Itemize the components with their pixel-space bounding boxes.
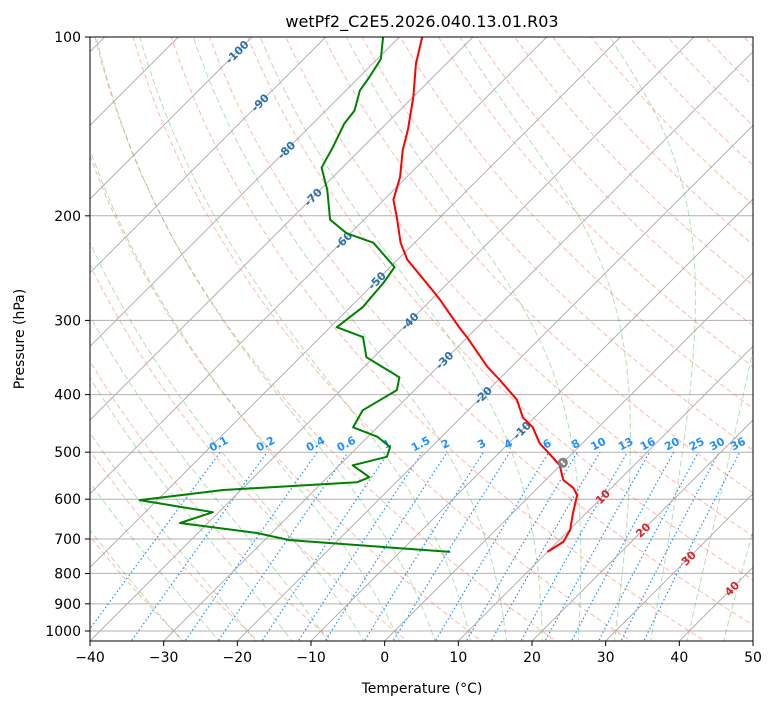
mixing-ratio-line [130,451,268,641]
dry-adiabats [90,37,753,641]
x-tick-label: −40 [75,650,105,666]
x-axis-label: Temperature (°C) [361,681,483,697]
isotherm-line [457,345,753,641]
dry-adiabat-line [94,37,557,641]
mixing-ratio-labels: 0.1 0.2 0.4 0.6 1 1.5 2 3 4 6 8 10 13 16 20 25 30 36 [207,434,748,455]
lcl-marker [557,457,568,468]
moist-adiabat-line [609,37,696,641]
isotherm-line [90,37,621,569]
dry-adiabat-line [399,37,753,409]
y-tick-label: 1000 [45,624,81,640]
isotherm-line [236,124,753,641]
mixing-ratio-label: 16 [638,435,658,454]
y-tick-label: 400 [54,388,81,404]
mixing-ratio-line [184,451,318,641]
chart-title: wetPf2_C2E5.2026.040.13.01.R03 [285,12,558,32]
dewpoint-line [138,37,451,553]
moist-adiabat-line [259,37,543,641]
moist-adiabat-line [95,37,436,641]
moist-adiabat-line [90,148,400,641]
moist-adiabat-line [345,37,582,641]
y-axis-label: Pressure (hPa) [12,289,28,389]
dry-adiabat-line [323,37,753,494]
dry-adiabat-line [247,37,753,581]
mixing-ratio-label: 36 [728,435,748,454]
moist-adiabat-line [90,529,184,641]
isotherm-line [90,37,400,348]
mixing-ratio-line [597,451,700,641]
mixing-ratio-line [434,451,550,641]
y-axis: 100 200 300 400 500 600 700 800 900 1000 [45,30,90,640]
isotherm-line [90,37,548,495]
isotherms [90,37,753,641]
dry-adiabat-line [90,154,483,641]
mixing-ratio-label: 20 [662,435,682,454]
dry-adiabat-line [514,37,753,286]
y-tick-label: 900 [54,597,81,613]
isotherm-line [90,37,474,421]
isotherm-line [90,37,695,641]
profiles [138,37,579,553]
mixing-ratio-lines [90,451,741,641]
moist-adiabat-line [90,481,220,641]
x-tick-label: 40 [670,650,688,666]
dry-adiabat-line [90,449,259,641]
dry-adiabat-line [209,37,753,626]
mixing-ratio-line [363,451,484,641]
moist-adiabat-line [139,37,472,641]
temperature-line [392,37,579,553]
x-tick-label: 30 [597,650,615,666]
x-tick-label: 20 [523,650,541,666]
moist-adiabat-line [90,431,257,641]
mixing-ratio-line [90,451,221,630]
mixing-ratio-label: 25 [687,435,707,454]
dry-adiabat-line [132,37,632,641]
isotherm-line [90,37,327,274]
y-tick-label: 100 [54,30,81,46]
y-tick-label: 500 [54,445,81,461]
moist-adiabat-line [90,376,293,641]
dry-adiabat-line [90,360,334,641]
x-tick-label: 0 [380,650,389,666]
x-tick-label: −20 [223,650,253,666]
isotherm-line [162,50,753,641]
mixing-ratio-label: 13 [616,435,636,454]
mixing-ratio-line [544,451,651,641]
x-tick-label: −30 [149,650,179,666]
x-tick-label: 10 [449,650,467,666]
dry-adiabat-line [437,37,753,368]
isotherm-line [310,198,753,641]
isotherm-line [383,271,753,641]
x-tick-label: −10 [296,650,326,666]
mixing-ratio-line [324,451,448,641]
plot-area: -100-90-80-70-60-50-40-30-20-10010203040… [90,37,753,641]
mixing-ratio-label: 30 [707,435,727,454]
mixing-ratio-line [217,451,349,641]
dry-adiabat-line [90,535,185,641]
y-tick-label: 700 [54,532,81,548]
y-tick-label: 200 [54,209,81,225]
isotherm-line [90,37,253,200]
isotherm-line [604,492,753,641]
mixing-ratio-line [261,451,390,641]
mixing-ratio-label: 10 [589,435,609,454]
plot-frame [89,36,754,642]
dry-adiabat-line [170,37,706,641]
y-tick-label: 800 [54,566,81,582]
pressure-gridlines [90,37,753,632]
y-tick-label: 300 [54,313,81,329]
x-axis: −40 −30 −20 −10 0 10 20 30 40 50 [75,641,762,666]
mixing-ratio-line [570,451,675,641]
x-tick-label: 50 [744,650,762,666]
y-tick-label: 600 [54,492,81,508]
mixing-ratio-line [297,451,423,641]
isotherm-line [531,419,753,641]
